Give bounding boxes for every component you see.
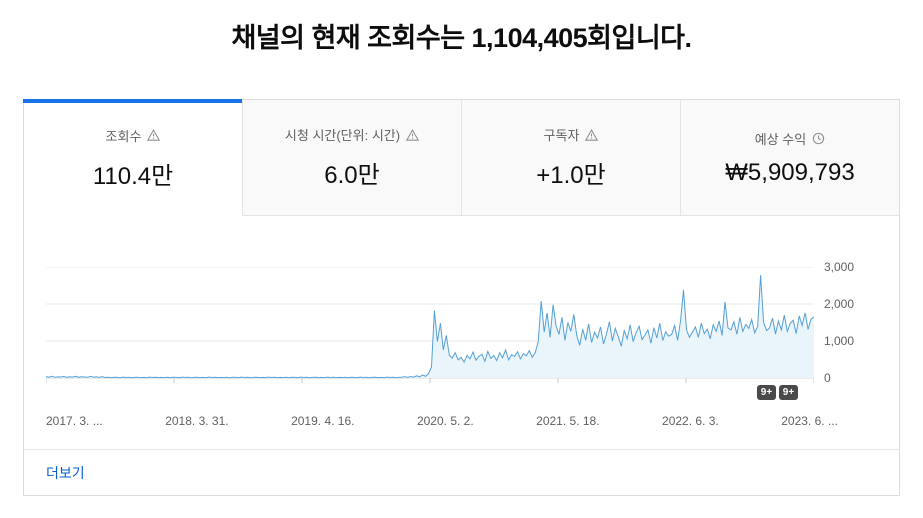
see-more-link[interactable]: 더보기 (46, 464, 85, 481)
tab-watch-time-value: 6.0만 (324, 162, 380, 189)
tab-subscribers-value: +1.0만 (536, 162, 606, 189)
tab-views[interactable]: 조회수 110.4만 (23, 99, 243, 216)
x-axis-label: 2023. 6. ... (781, 414, 838, 428)
analytics-card: 조회수 110.4만 시청 시간(단위: 시간) 6.0만 구독자 (23, 99, 900, 496)
clock-icon (812, 132, 825, 145)
x-axis-label: 2017. 3. ... (46, 414, 103, 428)
tab-views-value: 110.4만 (92, 162, 174, 190)
x-axis-label: 2021. 5. 18. (536, 414, 600, 428)
tab-watch-time-label: 시청 시간(단위: 시간) (284, 128, 401, 143)
tab-revenue-value: ₩5,909,793 (725, 158, 855, 186)
tab-subscribers[interactable]: 구독자 +1.0만 (462, 100, 681, 216)
y-axis-label: 3,000 (824, 260, 855, 274)
page-title: 채널의 현재 조회수는 1,104,405회입니다. (231, 23, 692, 53)
y-axis-label: 0 (824, 371, 831, 385)
tab-watch-time-label-row: 시청 시간(단위: 시간) (284, 125, 420, 144)
tab-subscribers-label: 구독자 (543, 128, 580, 143)
tab-views-label-row: 조회수 (106, 126, 161, 145)
tab-revenue-label-row: 예상 수익 (755, 129, 825, 148)
warning-icon (406, 128, 420, 141)
x-axis-label: 2018. 3. 31. (165, 414, 229, 428)
tab-views-label: 조회수 (105, 128, 142, 144)
tab-watch-time[interactable]: 시청 시간(단위: 시간) 6.0만 (243, 100, 462, 216)
views-chart-svg[interactable] (46, 267, 814, 384)
warning-icon (147, 129, 161, 141)
tab-revenue-label: 예상 수익 (754, 131, 807, 147)
tab-subscribers-label-row: 구독자 (544, 125, 599, 144)
x-axis-labels: 2017. 3. ... 2018. 3. 31. 2019. 4. 16. 2020… (46, 414, 838, 428)
overflow-badge[interactable]: 9+ (779, 385, 798, 400)
views-chart[interactable] (46, 267, 814, 384)
card-footer: 더보기 (24, 449, 899, 495)
overflow-badge[interactable]: 9+ (757, 385, 776, 400)
x-axis-label: 2022. 6. 3. (662, 414, 719, 428)
x-axis-label: 2020. 5. 2. (416, 414, 474, 428)
x-axis-label: 2019. 4. 16. (291, 414, 355, 428)
y-axis-label: 2,000 (824, 297, 855, 311)
y-axis-label: 1,000 (824, 334, 855, 348)
metric-tabs: 조회수 110.4만 시청 시간(단위: 시간) 6.0만 구독자 (23, 99, 899, 216)
tab-revenue[interactable]: 예상 수익 ₩5,909,793 (681, 100, 899, 216)
y-axis-labels: 0 1,000 2,000 3,000 (824, 260, 894, 385)
warning-icon (585, 128, 599, 141)
chart-overflow-badges: 9+ 9+ (757, 385, 798, 400)
